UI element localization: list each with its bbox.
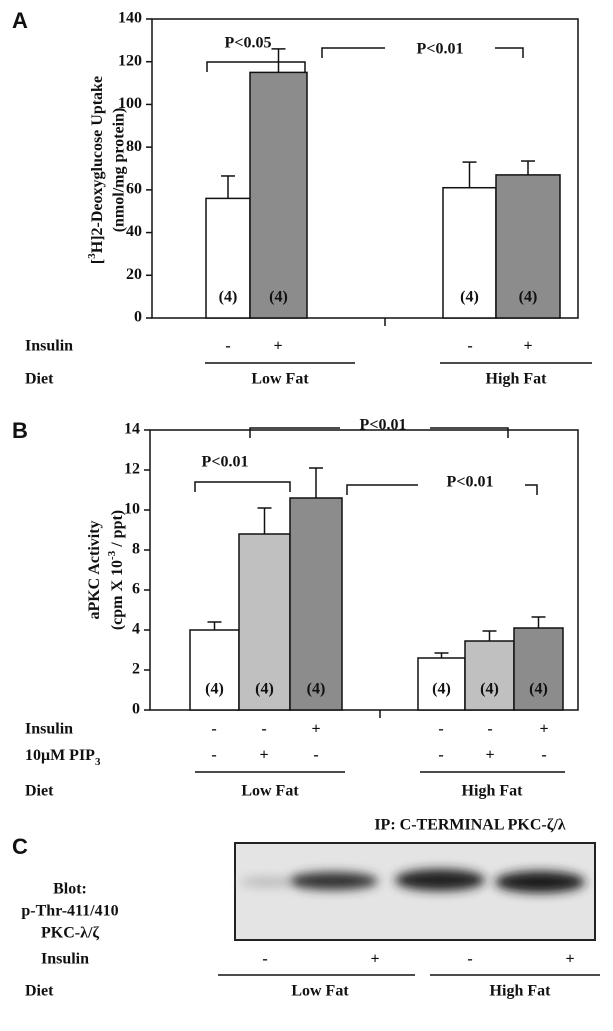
group-label: Low Fat	[251, 371, 309, 388]
y-tick-label: 8	[132, 541, 140, 558]
annotation: P<0.05	[225, 35, 272, 52]
y-axis-label: aPKC Activity	[86, 520, 103, 619]
insulin-sign: +	[273, 338, 282, 355]
blot-title: IP: C-TERMINAL PKC-ζ/λ	[374, 817, 565, 834]
pip3-sign: -	[438, 747, 443, 764]
annotation: P<0.01	[417, 41, 464, 58]
pip3-sign: +	[485, 747, 494, 764]
y-tick-label: 120	[118, 52, 142, 69]
y-axis-label: [3H]2-Deoxyglucose Uptake	[86, 76, 106, 264]
y-tick-label: 20	[126, 266, 142, 283]
panel-letter: C	[12, 834, 28, 859]
y-tick-label: 14	[124, 421, 140, 438]
y-tick-label: 80	[126, 138, 142, 155]
insulin-sign: -	[261, 721, 266, 738]
blot-label: Blot:	[53, 881, 87, 898]
pip3-sign: -	[211, 747, 216, 764]
insulin-sign: +	[370, 951, 379, 968]
insulin-sign: -	[262, 951, 267, 968]
insulin-sign: -	[487, 721, 492, 738]
y-tick-label: 2	[132, 661, 140, 678]
y-tick-label: 100	[118, 95, 142, 112]
n-label: (4)	[460, 289, 479, 306]
n-label: (4)	[307, 681, 326, 698]
blot-label: PKC-λ/ζ	[41, 925, 99, 942]
panel-c: C IP: C-TERMINAL PKC-ζ/λ Blot: p-Thr-411…	[12, 817, 600, 1000]
group-label: High Fat	[486, 371, 548, 388]
blot-label: p-Thr-411/410	[21, 903, 118, 920]
y-axis-label-part: (cpm X 10	[109, 560, 126, 630]
y-tick-label: 4	[132, 621, 140, 638]
annotation: P<0.01	[202, 454, 249, 471]
row-label: Insulin	[25, 721, 73, 738]
n-label: (4)	[219, 289, 238, 306]
annotation: P<0.01	[447, 474, 494, 491]
row-label: Diet	[25, 371, 54, 388]
y-axis-label-part: aPKC Activity	[86, 520, 103, 619]
bar	[190, 630, 239, 710]
pip3-sign: -	[313, 747, 318, 764]
n-label: (4)	[480, 681, 499, 698]
significance-bracket	[195, 482, 290, 492]
row-label: 10μM PIP3	[25, 747, 101, 768]
y-tick-label: 40	[126, 223, 142, 240]
y-tick-label: 0	[134, 309, 142, 326]
y-tick-label: 10	[124, 501, 140, 518]
bar	[290, 498, 342, 710]
y-tick-label: 60	[126, 181, 142, 198]
insulin-sign: +	[565, 951, 574, 968]
insulin-sign: -	[467, 951, 472, 968]
y-tick-label: 6	[132, 581, 140, 598]
annotation: P<0.01	[360, 417, 407, 434]
insulin-sign: -	[438, 721, 443, 738]
group-label: Low Fat	[241, 783, 299, 800]
significance-bracket	[207, 62, 305, 72]
y-axis-label-part: H]2-Deoxyglucose Uptake	[89, 76, 106, 253]
row-label: Insulin	[41, 951, 89, 968]
bar	[465, 641, 514, 710]
group-label: Low Fat	[291, 983, 349, 1000]
bar	[250, 72, 307, 318]
pip3-sign: +	[259, 747, 268, 764]
panel-letter: A	[12, 8, 28, 33]
n-label: (4)	[529, 681, 548, 698]
group-label: High Fat	[490, 983, 552, 1000]
insulin-sign: -	[211, 721, 216, 738]
pip3-sign: -	[541, 747, 546, 764]
y-tick-label: 140	[118, 10, 142, 27]
bar	[514, 628, 563, 710]
group-label: High Fat	[462, 783, 524, 800]
row-label-part: 3	[95, 756, 101, 768]
y-axis-label: (nmol/mg protein)	[111, 108, 128, 233]
row-label-part: 10μM PIP	[25, 747, 95, 764]
y-tick-label: 0	[132, 701, 140, 718]
row-label: Insulin	[25, 338, 73, 355]
n-label: (4)	[205, 681, 224, 698]
n-label: (4)	[432, 681, 451, 698]
y-axis-label: (cpm X 10-3 / ppt)	[106, 510, 126, 630]
n-label: (4)	[269, 289, 288, 306]
figure: C IP: C-TERMINAL PKC-ζ/λ Blot: p-Thr-411…	[0, 0, 613, 1031]
insulin-sign: +	[523, 338, 532, 355]
insulin-sign: -	[467, 338, 472, 355]
n-label: (4)	[255, 681, 274, 698]
row-label: Diet	[25, 983, 54, 1000]
row-label: Diet	[25, 783, 54, 800]
insulin-sign: +	[311, 721, 320, 738]
significance-bracket	[347, 485, 537, 495]
y-tick-label: 12	[124, 461, 140, 478]
n-label: (4)	[519, 289, 538, 306]
insulin-sign: +	[539, 721, 548, 738]
panel-letter: B	[12, 418, 28, 443]
insulin-sign: -	[225, 338, 230, 355]
